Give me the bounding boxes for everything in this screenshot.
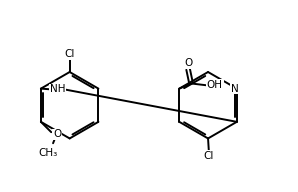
Text: Cl: Cl — [204, 151, 214, 161]
Text: O: O — [53, 129, 61, 139]
Text: N: N — [231, 84, 239, 94]
Text: OH: OH — [207, 80, 223, 90]
Text: Cl: Cl — [64, 49, 75, 59]
Text: CH₃: CH₃ — [38, 148, 57, 158]
Text: O: O — [184, 58, 192, 68]
Text: NH: NH — [50, 84, 65, 94]
